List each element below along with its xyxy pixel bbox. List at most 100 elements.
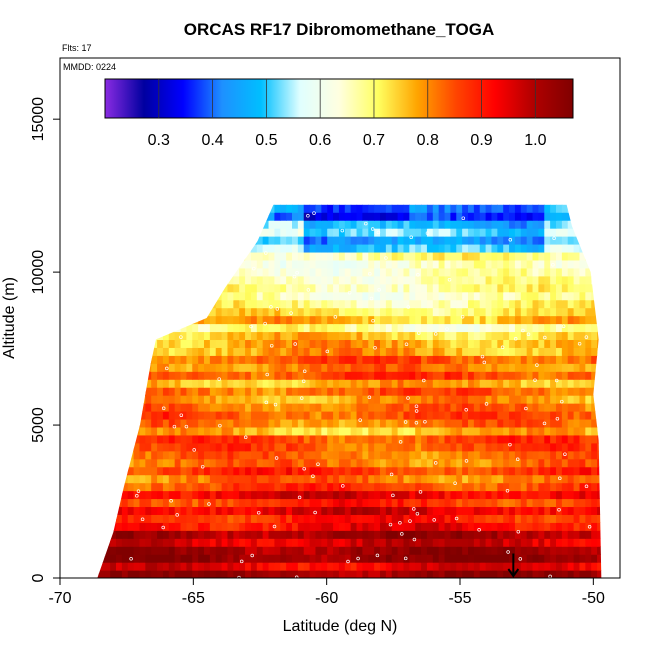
heatmap-cell	[526, 450, 534, 460]
heatmap-cell	[221, 323, 229, 333]
heatmap-cell	[561, 379, 569, 388]
heatmap-cell	[403, 283, 410, 293]
heatmap-cell	[133, 426, 141, 436]
heatmap-cell	[151, 426, 158, 436]
heatmap-cell	[250, 506, 258, 515]
heatmap-cell	[233, 498, 240, 508]
heatmap-cell	[204, 220, 211, 229]
heatmap-cell	[468, 522, 475, 531]
heatmap-cell	[192, 220, 199, 229]
heatmap-cell	[561, 570, 569, 578]
heatmap-cell	[509, 251, 516, 261]
heatmap-cell	[409, 458, 416, 468]
heatmap-cell	[403, 204, 410, 213]
heatmap-cell	[157, 355, 164, 364]
sample-point	[325, 349, 330, 354]
colorbar-tick-label: 0.9	[470, 132, 492, 149]
heatmap-cell	[209, 323, 217, 333]
heatmap-cell	[450, 418, 457, 428]
heatmap-cell	[391, 236, 399, 245]
heatmap-cell	[309, 212, 317, 221]
heatmap-cell	[514, 410, 522, 420]
heatmap-cell	[462, 299, 469, 309]
heatmap-cell	[315, 379, 322, 388]
heatmap-cell	[380, 347, 387, 356]
heatmap-cell	[385, 371, 393, 380]
heatmap-cell	[538, 275, 545, 285]
heatmap-cell	[526, 506, 534, 515]
heatmap-cell	[268, 403, 275, 412]
heatmap-cell	[374, 204, 381, 213]
heatmap-cell	[579, 291, 586, 301]
heatmap-cell	[585, 442, 592, 452]
sample-point	[561, 324, 566, 328]
heatmap-cell	[356, 490, 363, 500]
heatmap-cell	[98, 554, 105, 563]
heatmap-cell	[573, 379, 581, 388]
heatmap-cell	[274, 514, 281, 523]
heatmap-cell	[250, 236, 258, 245]
heatmap-cell	[561, 474, 569, 484]
heatmap-cell	[380, 530, 387, 539]
colorbar-tick-label: 0.6	[309, 132, 331, 149]
heatmap-cell	[503, 323, 510, 333]
heatmap-cell	[151, 554, 158, 563]
heatmap-cell	[380, 323, 387, 333]
heatmap-cell	[368, 196, 374, 205]
heatmap-cell	[315, 355, 322, 364]
heatmap-cell	[391, 418, 399, 428]
heatmap-cell	[338, 403, 346, 412]
heatmap-cell	[256, 442, 264, 452]
heatmap-cell	[561, 466, 569, 476]
sample-point	[464, 459, 469, 463]
heatmap-cell	[391, 355, 399, 364]
heatmap-cell	[104, 220, 111, 229]
heatmap-cell	[133, 204, 141, 213]
heatmap-cell	[174, 204, 182, 213]
heatmap-cell	[286, 379, 293, 388]
heatmap-cell	[151, 275, 158, 285]
heatmap-cell	[215, 466, 223, 476]
heatmap-cell	[409, 275, 416, 285]
heatmap-cell	[391, 228, 399, 237]
heatmap-cell	[573, 554, 581, 563]
heatmap-cell	[333, 498, 340, 508]
heatmap-cell	[362, 220, 369, 229]
heatmap-cell	[479, 426, 487, 436]
heatmap-cell	[450, 387, 457, 396]
heatmap-cell	[509, 538, 516, 547]
heatmap-cell	[286, 371, 293, 380]
heatmap-cell	[274, 442, 281, 452]
heatmap-cell	[180, 474, 187, 484]
heatmap-cell	[333, 570, 340, 578]
heatmap-cell	[591, 339, 598, 348]
heatmap-cell	[597, 450, 602, 460]
heatmap-cell	[186, 228, 193, 237]
heatmap-cell	[350, 267, 358, 277]
heatmap-cell	[409, 267, 416, 277]
heatmap-cell	[338, 490, 346, 500]
heatmap-cell	[561, 267, 569, 277]
heatmap-cell	[538, 490, 545, 500]
heatmap-cell	[192, 259, 199, 269]
heatmap-cell	[297, 259, 305, 269]
heatmap-cell	[151, 546, 158, 555]
heatmap-cell	[145, 458, 152, 468]
heatmap-cell	[116, 275, 123, 285]
heatmap-cell	[286, 410, 293, 420]
heatmap-cell	[391, 458, 399, 468]
heatmap-cell	[550, 546, 557, 555]
heatmap-cell	[292, 315, 299, 325]
heatmap-cell	[421, 538, 428, 547]
heatmap-cell	[456, 363, 463, 372]
heatmap-cell	[491, 570, 498, 578]
heatmap-cell	[403, 410, 410, 420]
heatmap-cell	[538, 562, 545, 571]
heatmap-cell	[116, 307, 123, 317]
heatmap-cell	[209, 546, 217, 555]
heatmap-cell	[491, 530, 498, 539]
heatmap-cell	[514, 315, 522, 325]
heatmap-cell	[514, 403, 522, 412]
heatmap-cell	[227, 410, 234, 420]
heatmap-cell	[97, 243, 99, 253]
